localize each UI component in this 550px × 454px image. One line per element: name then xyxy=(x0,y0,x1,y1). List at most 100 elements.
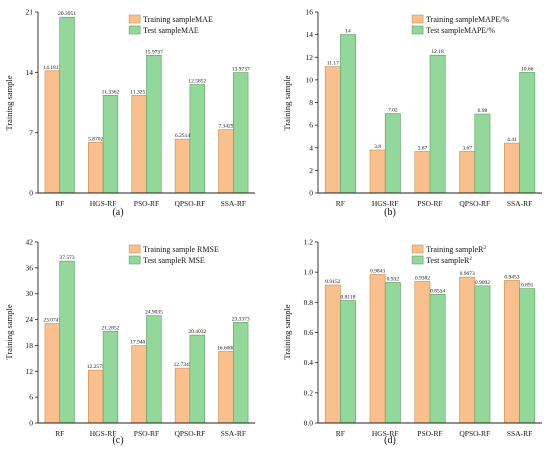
y-axis-label: Training sample xyxy=(4,75,14,130)
data-label: 15.9737 xyxy=(145,49,163,55)
data-label: 0.8118 xyxy=(341,295,356,301)
data-label: 12.5852 xyxy=(188,79,206,85)
data-label: 3.8 xyxy=(374,144,381,150)
y-tick-label: 0 xyxy=(29,419,33,428)
legend-swatch xyxy=(128,25,141,35)
data-label: 24.9035 xyxy=(145,310,163,316)
y-axis-label: Training sample xyxy=(282,75,292,130)
legend-entry: Test sampleMAPE/% xyxy=(426,26,495,35)
panel-label: (b) xyxy=(384,207,396,218)
bar-test xyxy=(189,334,205,424)
legend-swatch xyxy=(411,244,424,254)
data-label: 12.18 xyxy=(431,49,444,55)
legend-entry: Test sampleR MSE xyxy=(143,256,205,265)
legend-superscript: 2 xyxy=(469,256,472,262)
data-label: 0.891 xyxy=(521,283,534,289)
x-category-label: SSA-RF xyxy=(221,199,246,208)
x-category-label: HGS-RF xyxy=(90,429,117,438)
data-label: 23.0745 xyxy=(43,318,61,324)
bar-test xyxy=(59,260,75,424)
bar-test xyxy=(59,16,75,194)
legend-entry: Test sampleR2 xyxy=(426,256,472,265)
legend-swatch xyxy=(128,255,141,265)
data-label: 0.9092 xyxy=(475,280,490,286)
bar-test xyxy=(474,113,491,194)
bar-training xyxy=(459,151,476,194)
y-tick-label: 0 xyxy=(29,189,33,198)
data-label: 13.9737 xyxy=(232,67,250,73)
data-label: 7.02 xyxy=(388,108,398,114)
data-label: 10.66 xyxy=(521,66,534,72)
data-label: 7.3429 xyxy=(218,124,233,130)
y-tick-label: 6 xyxy=(29,393,33,402)
y-tick-label: 1.0 xyxy=(304,268,314,277)
chart-panel-1: 0 7 14 21 14.1817 5.8702 11.3251 6.2514 7.3429 20… xyxy=(4,8,255,218)
y-tick-label: 0 xyxy=(309,189,313,198)
legend: Training sample RMSE Test sampleR MSE xyxy=(128,244,219,265)
bar-test xyxy=(146,315,162,424)
legend-swatch xyxy=(128,244,141,254)
y-tick-label: 8 xyxy=(309,98,313,107)
legend: Training sampleMAE Test sampleMAE xyxy=(128,14,213,35)
data-label: 6.2514 xyxy=(175,133,190,139)
x-category-label: RF xyxy=(55,199,64,208)
bar-training xyxy=(324,66,341,194)
data-label: 4.41 xyxy=(507,137,517,143)
legend-swatch xyxy=(411,255,424,265)
bar-training xyxy=(504,142,520,194)
y-tick-label: 30 xyxy=(26,289,34,298)
x-category-label: HGS-RF xyxy=(90,199,117,208)
bar-test xyxy=(340,34,356,194)
panel-label: (a) xyxy=(112,207,123,218)
y-tick-label: 7 xyxy=(29,128,33,137)
data-label: 20.4032 xyxy=(188,329,206,335)
bar-test xyxy=(519,288,536,424)
bar-test xyxy=(146,55,162,194)
bar-training xyxy=(459,276,476,424)
data-label: 0.9453 xyxy=(504,274,519,280)
bar-test xyxy=(384,282,401,424)
data-label: 16.6008 xyxy=(217,345,235,351)
bar-training xyxy=(218,129,234,194)
x-category-label: PSO-RF xyxy=(134,429,159,438)
y-tick-label: 18 xyxy=(26,341,34,350)
legend: Training sampleR2 Test sampleR2 xyxy=(411,244,486,265)
bar-training xyxy=(369,274,386,424)
data-label: 14 xyxy=(345,29,351,35)
y-axis-label: Training sample xyxy=(282,304,292,359)
legend-swatch xyxy=(411,14,424,24)
x-category-label: QPSO-RF xyxy=(459,429,490,438)
y-tick-label: 12 xyxy=(26,367,34,376)
legend-swatch xyxy=(411,25,424,35)
y-tick-label: 6 xyxy=(309,121,313,130)
bar-test xyxy=(384,113,401,194)
bar-test xyxy=(102,94,119,194)
bar-training xyxy=(324,284,341,424)
y-tick-label: 24 xyxy=(26,315,34,324)
x-category-label: SSA-RF xyxy=(507,199,532,208)
bar-training xyxy=(414,151,431,194)
bar-training xyxy=(131,345,147,424)
legend-superscript: 2 xyxy=(483,245,486,251)
chart-panel-3: 0 6 12 18 24 30 36 42 23.0745 12.2575 17.9401 12.73… xyxy=(4,238,255,446)
y-tick-label: 1.2 xyxy=(304,238,314,247)
y-tick-label: 0.8 xyxy=(304,298,314,307)
bar-training xyxy=(369,149,386,194)
data-label: 11.17 xyxy=(327,61,339,67)
panel-label: (c) xyxy=(112,435,123,446)
data-label: 17.9401 xyxy=(130,340,148,346)
y-tick-label: 14 xyxy=(26,68,34,77)
data-label: 37.573 xyxy=(60,255,75,261)
y-tick-label: 21 xyxy=(26,8,34,17)
bar-test xyxy=(429,54,446,194)
bar-test xyxy=(233,72,249,194)
bar-training xyxy=(44,70,60,194)
data-label: 20.3951 xyxy=(58,11,76,17)
panel-label: (d) xyxy=(384,435,396,446)
y-tick-label: 12 xyxy=(306,53,314,62)
bar-test xyxy=(429,293,446,424)
y-tick-label: 0.4 xyxy=(304,358,314,367)
x-category-label: PSO-RF xyxy=(417,429,442,438)
x-category-label: QPSO-RF xyxy=(174,199,205,208)
y-tick-label: 10 xyxy=(306,75,314,84)
